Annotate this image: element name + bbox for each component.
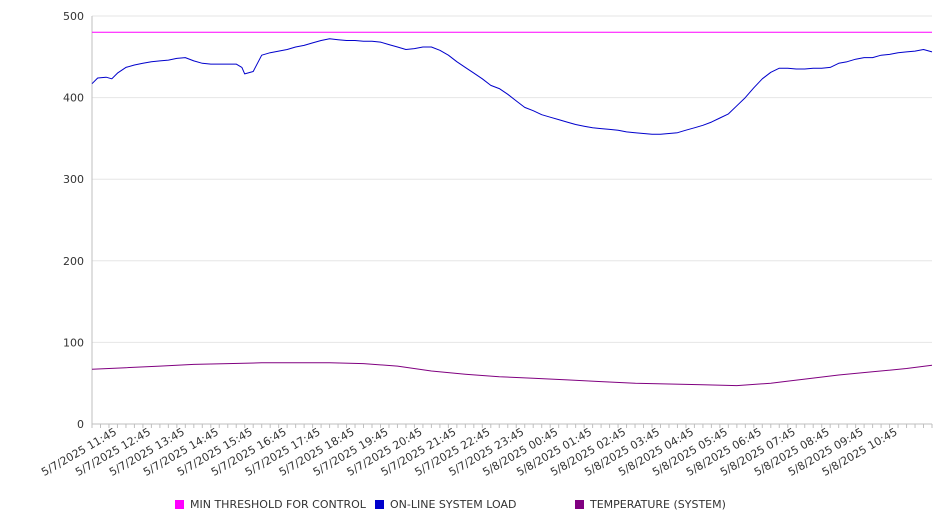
legend-swatch [175, 500, 184, 509]
y-tick-label: 200 [63, 255, 84, 268]
legend-label: TEMPERATURE (SYSTEM) [590, 498, 726, 511]
legend: MIN THRESHOLD FOR CONTROL ON-LINE SYSTEM … [0, 498, 946, 514]
legend-label: ON-LINE SYSTEM LOAD [390, 498, 517, 511]
legend-item[interactable]: ON-LINE SYSTEM LOAD [375, 498, 516, 511]
series-lines [91, 31, 933, 387]
y-tick-label: 400 [63, 92, 84, 105]
series-line-3 [91, 362, 933, 387]
axes [91, 16, 933, 428]
gridlines [92, 15, 932, 343]
legend-item[interactable]: MIN THRESHOLD FOR CONTROL [175, 498, 366, 511]
y-tick-label: 500 [63, 10, 84, 23]
y-axis-ticks: 0 100 200 300 400 500 [63, 10, 84, 431]
y-tick-label: 0 [77, 418, 84, 431]
legend-label: MIN THRESHOLD FOR CONTROL [190, 498, 366, 511]
series-line-2 [91, 38, 933, 135]
y-tick-label: 100 [63, 336, 84, 349]
legend-item[interactable]: TEMPERATURE (SYSTEM) [575, 498, 726, 511]
x-axis-ticks: 5/7/2025 11:455/7/2025 12:455/7/2025 13:… [39, 425, 899, 479]
y-tick-label: 300 [63, 173, 84, 186]
legend-swatch [375, 500, 384, 509]
legend-swatch [575, 500, 584, 509]
